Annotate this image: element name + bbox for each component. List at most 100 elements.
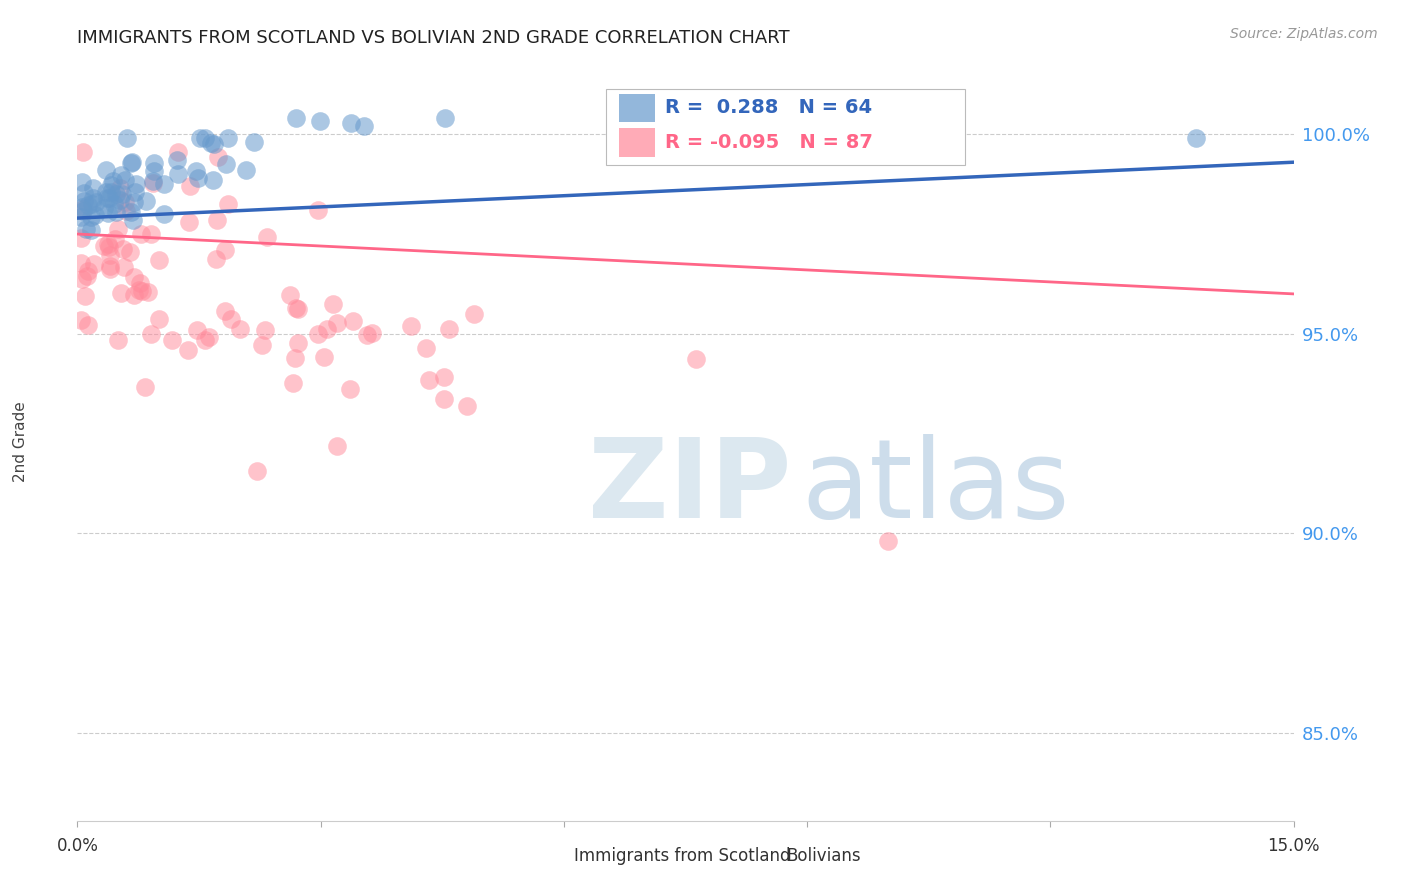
Point xyxy=(72,145,94,159)
Point xyxy=(70,230,93,244)
Point xyxy=(100,178,122,192)
Point xyxy=(125,178,148,192)
Point xyxy=(135,194,157,208)
Point xyxy=(70,211,93,225)
Point xyxy=(129,276,152,290)
Point xyxy=(72,203,94,218)
Point xyxy=(322,297,344,311)
Point xyxy=(97,206,120,220)
Point xyxy=(285,112,308,126)
Point xyxy=(188,131,211,145)
Point xyxy=(121,213,143,227)
Point xyxy=(193,131,215,145)
Point xyxy=(141,227,163,241)
Point xyxy=(128,283,150,297)
Point xyxy=(353,120,375,134)
Point xyxy=(124,194,146,209)
Point xyxy=(114,173,136,187)
Point xyxy=(439,322,461,336)
Point xyxy=(111,242,134,256)
Point xyxy=(114,195,136,210)
Point xyxy=(877,534,900,549)
Point xyxy=(194,333,217,347)
FancyBboxPatch shape xyxy=(540,850,567,863)
Point xyxy=(177,343,200,357)
Point xyxy=(73,289,96,303)
Point xyxy=(433,370,456,384)
Point xyxy=(360,326,382,341)
Point xyxy=(70,313,93,327)
Point xyxy=(82,191,104,205)
Point xyxy=(107,334,129,348)
Text: IMMIGRANTS FROM SCOTLAND VS BOLIVIAN 2ND GRADE CORRELATION CHART: IMMIGRANTS FROM SCOTLAND VS BOLIVIAN 2ND… xyxy=(77,29,790,47)
Text: R = -0.095   N = 87: R = -0.095 N = 87 xyxy=(665,133,873,153)
Point xyxy=(82,180,104,194)
Point xyxy=(112,260,135,274)
Point xyxy=(143,164,166,178)
Text: 0.0%: 0.0% xyxy=(56,837,98,855)
Point xyxy=(122,270,145,285)
Point xyxy=(104,205,127,219)
Text: R =  0.288   N = 64: R = 0.288 N = 64 xyxy=(665,98,872,118)
Point xyxy=(312,350,335,364)
Point xyxy=(433,112,456,126)
Point xyxy=(198,330,221,344)
Point xyxy=(463,307,485,321)
Text: Source: ZipAtlas.com: Source: ZipAtlas.com xyxy=(1230,27,1378,41)
Point xyxy=(342,314,364,328)
Point xyxy=(108,181,131,195)
Point xyxy=(242,136,264,150)
Point xyxy=(120,155,142,169)
Point xyxy=(100,248,122,262)
Point xyxy=(143,156,166,170)
Point xyxy=(84,194,107,209)
Point xyxy=(110,168,132,182)
Point xyxy=(134,379,156,393)
Point xyxy=(201,173,224,187)
Point xyxy=(120,245,142,260)
Point xyxy=(415,341,437,355)
Point xyxy=(207,150,229,164)
Point xyxy=(100,186,122,200)
Point xyxy=(107,221,129,235)
Point xyxy=(80,223,103,237)
Point xyxy=(235,163,257,178)
Text: Immigrants from Scotland: Immigrants from Scotland xyxy=(574,847,790,865)
Point xyxy=(138,285,160,300)
Text: ZIP: ZIP xyxy=(588,434,792,541)
FancyBboxPatch shape xyxy=(606,89,965,165)
Point xyxy=(96,191,118,205)
Point xyxy=(141,176,163,190)
Point xyxy=(73,186,96,201)
Point xyxy=(229,322,252,336)
Point xyxy=(339,382,361,396)
Point xyxy=(142,173,165,187)
Point xyxy=(160,333,183,347)
Point xyxy=(98,261,121,276)
FancyBboxPatch shape xyxy=(619,94,655,122)
Point xyxy=(80,197,103,211)
Point xyxy=(148,312,170,326)
FancyBboxPatch shape xyxy=(619,128,655,157)
Point xyxy=(285,301,308,316)
FancyBboxPatch shape xyxy=(752,850,779,863)
Point xyxy=(205,252,228,267)
Point xyxy=(166,153,188,167)
Point xyxy=(120,204,142,219)
Point xyxy=(108,194,131,208)
Point xyxy=(217,197,239,211)
Point xyxy=(94,185,117,199)
Point xyxy=(246,464,269,478)
Point xyxy=(256,229,278,244)
Point xyxy=(166,145,188,160)
Point xyxy=(115,204,138,219)
Point xyxy=(103,197,125,211)
Point xyxy=(456,399,478,413)
Point xyxy=(219,312,242,326)
Point xyxy=(139,326,162,341)
Point xyxy=(72,175,94,189)
Point xyxy=(250,338,273,352)
Point xyxy=(148,252,170,267)
Point xyxy=(177,215,200,229)
Point xyxy=(110,285,132,300)
